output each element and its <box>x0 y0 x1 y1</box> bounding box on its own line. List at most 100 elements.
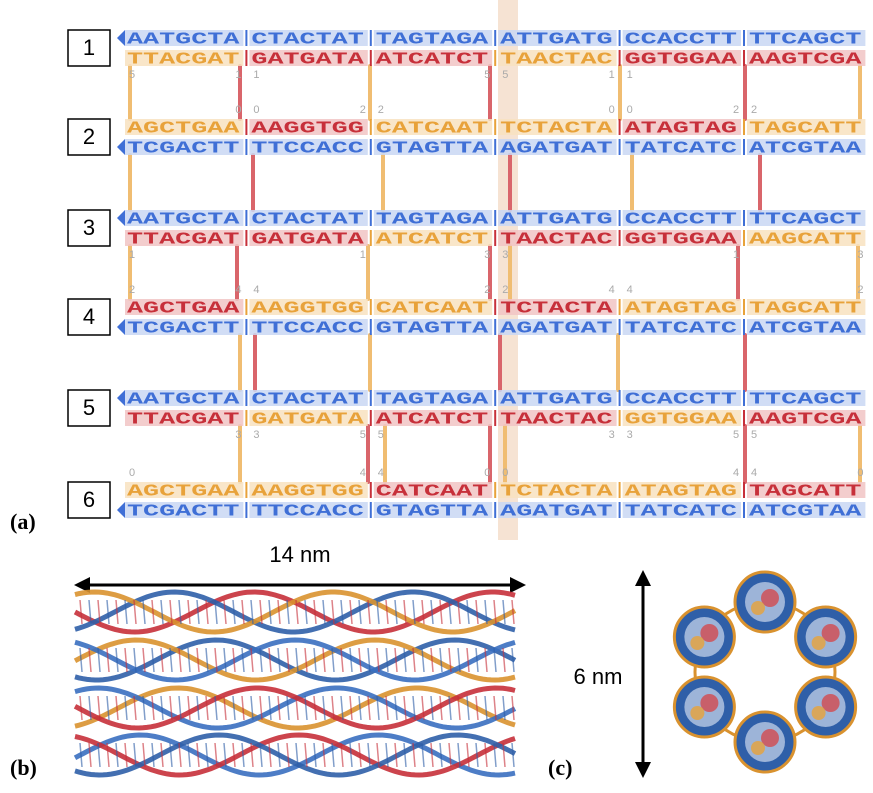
base-pair <box>278 696 280 720</box>
base-pair <box>116 600 118 624</box>
base-pair <box>224 600 226 624</box>
base-pair <box>350 696 352 720</box>
base-pair <box>278 743 280 767</box>
base-pair <box>188 696 190 720</box>
base-pair <box>80 743 82 767</box>
crossover <box>368 64 372 121</box>
strand-arrow <box>117 502 125 518</box>
sequence-segment: ATTGATG <box>500 210 612 229</box>
sequence-segment: TAGTAGA <box>376 390 490 409</box>
sequence-segment: ATTGATG <box>500 390 612 409</box>
sequence-segment: TCGACTT <box>127 502 239 521</box>
sequence-segment: TTCAGCT <box>749 30 861 49</box>
sequence-segment: TTCCACC <box>251 139 363 158</box>
crossover-index: 3 <box>253 429 259 441</box>
sequence-segment: TTCCACC <box>251 319 363 338</box>
base-pair <box>485 696 487 720</box>
base-pair <box>395 743 397 767</box>
sequence-segment: TAACTAC <box>500 50 612 69</box>
sequence-segment: TATCATC <box>625 139 737 158</box>
base-pair <box>350 743 352 767</box>
base-pair <box>476 600 478 624</box>
crossover-index: 3 <box>235 429 241 441</box>
base-pair <box>80 648 82 672</box>
base-pair <box>323 648 325 672</box>
base-pair <box>404 696 406 720</box>
crossover-index: 5 <box>484 69 490 81</box>
crossover-index: 5 <box>129 69 135 81</box>
sequence-segment: GGTGGAA <box>625 50 739 69</box>
crossover <box>758 153 762 212</box>
base-pair <box>386 648 388 672</box>
crossover-index: 2 <box>733 104 739 116</box>
crossover-index: 1 <box>129 249 135 261</box>
sequence-segment: TTACGAT <box>127 230 239 249</box>
base-pair <box>233 648 235 672</box>
sequence-segment: CTACTAT <box>251 390 363 409</box>
base-pair <box>125 648 127 672</box>
sequence-segment: ATCGTAA <box>749 319 863 338</box>
sequence-segment: AAGGTGG <box>251 299 363 318</box>
crossover-index: 3 <box>484 249 490 261</box>
base-pair <box>143 600 145 624</box>
base-pair <box>512 743 514 767</box>
sequence-segment: AATGCTA <box>127 210 241 229</box>
base-pair <box>152 600 154 624</box>
base-pair <box>278 648 280 672</box>
strand-arrow <box>117 210 125 226</box>
figure: (a) 14 nm (b) 6 nm (c) 1AATGCTACTACTATTA… <box>0 0 873 793</box>
base-pair <box>233 600 235 624</box>
crossover-index: 2 <box>502 284 508 296</box>
base-pair <box>404 743 406 767</box>
base-pair <box>242 696 244 720</box>
crossover-index: 1 <box>627 69 633 81</box>
base-pair <box>350 648 352 672</box>
sequence-segment: CCACCTT <box>625 210 737 229</box>
crossover <box>381 153 385 212</box>
crossover-index: 1 <box>360 249 366 261</box>
helix-core-detail <box>812 636 826 650</box>
crossover-index: 5 <box>751 429 757 441</box>
sequence-segment: GATGATA <box>251 50 365 69</box>
base-pair <box>161 743 163 767</box>
crossover <box>253 333 257 392</box>
base-pair <box>503 648 505 672</box>
sequence-segment: TAGTAGA <box>376 210 490 229</box>
base-pair <box>161 600 163 624</box>
sequence-segment: TTCAGCT <box>749 210 861 229</box>
sequence-segment: TCTACTA <box>500 119 614 138</box>
dna-strand <box>75 640 515 680</box>
crossover-index: 5 <box>378 429 384 441</box>
sequence-segment: TAACTAC <box>500 410 612 429</box>
base-pair <box>314 600 316 624</box>
sequence-segment: TTACGAT <box>127 410 239 429</box>
base-pair <box>80 696 82 720</box>
base-pair <box>269 648 271 672</box>
base-pair <box>188 648 190 672</box>
base-pair <box>269 696 271 720</box>
crossover-index: 4 <box>360 467 366 479</box>
base-pair <box>431 648 433 672</box>
base-pair <box>233 743 235 767</box>
helix-number: 1 <box>83 35 95 60</box>
base-pair <box>467 648 469 672</box>
sequence-segment: CTACTAT <box>251 30 363 49</box>
helix-number: 3 <box>83 215 95 240</box>
base-pair <box>467 600 469 624</box>
base-pair <box>152 696 154 720</box>
base-pair <box>431 696 433 720</box>
sequence-segment: TAGCATT <box>749 119 861 138</box>
base-pair <box>431 600 433 624</box>
panel-label: (b) <box>10 755 37 780</box>
crossover <box>368 333 372 392</box>
crossover <box>616 333 620 392</box>
panel-label: (a) <box>10 509 36 534</box>
base-pair <box>314 648 316 672</box>
helix-bundle <box>75 592 515 775</box>
helix-core-detail <box>751 601 765 615</box>
base-pair <box>107 600 109 624</box>
base-pair <box>395 696 397 720</box>
sequence-segment: AGATGAT <box>500 502 612 521</box>
dimension-label: 6 nm <box>574 664 623 689</box>
base-pair <box>152 648 154 672</box>
